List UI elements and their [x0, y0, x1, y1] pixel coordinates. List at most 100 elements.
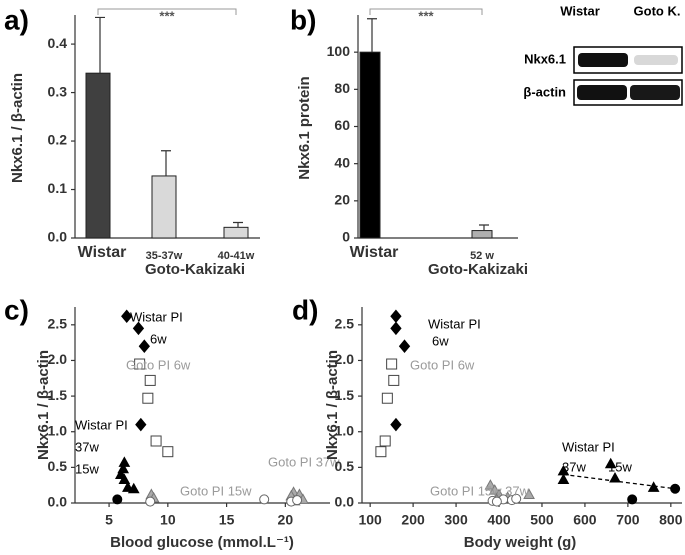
square-marker [386, 358, 398, 370]
circle-marker [145, 496, 156, 507]
y-axis-title: Nkx6.1 / β-actin [324, 350, 341, 460]
x-tick-label: 15 [219, 512, 235, 528]
y-tick-label: 40 [334, 154, 350, 170]
y-tick-label: 0.0 [335, 494, 355, 510]
blot-column-label: Goto K. [634, 3, 681, 18]
triangle-marker [118, 473, 131, 484]
x-tick-label: 35-37w [146, 250, 183, 262]
y-tick-label: 100 [327, 43, 351, 59]
blot-band [630, 85, 680, 100]
x-tick-label: 600 [573, 512, 597, 528]
group-label: Goto-Kakizaki [145, 261, 245, 278]
panel-label: a) [4, 4, 29, 35]
x-tick-label: Wistar [78, 244, 127, 261]
group-label: Goto-Kakizaki [428, 261, 528, 278]
circle-marker [627, 494, 638, 505]
x-tick-label: 700 [616, 512, 640, 528]
bar [471, 230, 493, 239]
circle-marker [491, 496, 502, 507]
significance-bracket [369, 8, 483, 15]
error-bar [233, 221, 243, 228]
x-tick-label: 300 [444, 512, 468, 528]
y-tick-label: 0 [342, 229, 350, 245]
blot-column-label: Wistar [560, 3, 600, 18]
diamond-marker [132, 321, 145, 336]
y-tick-label: 0.2 [48, 132, 68, 148]
annotation: 6w [150, 331, 167, 346]
circle-marker [670, 483, 681, 494]
diamond-marker [390, 417, 402, 432]
blot-band [577, 85, 627, 100]
x-tick-label: 5 [105, 512, 113, 528]
circle-marker [511, 493, 522, 504]
bar [151, 175, 177, 239]
triangle-marker [557, 473, 570, 484]
bar [85, 72, 111, 239]
y-tick-label: 0.0 [48, 229, 68, 245]
annotation: 37w [75, 439, 99, 454]
triangle-marker [484, 479, 497, 490]
annotation: Goto PI 6w [126, 357, 191, 372]
y-tick-label: 0.5 [335, 458, 355, 474]
triangle-marker [127, 482, 140, 494]
annotation: 37w [562, 459, 586, 474]
square-marker [142, 392, 154, 404]
diamond-marker [390, 321, 402, 336]
panel-label: b) [290, 4, 316, 35]
annotation: Goto PI 37w [268, 454, 340, 469]
western-blot: Wistar Goto K. Nkx6.1 β-actin [523, 3, 683, 106]
square-marker [381, 392, 393, 404]
diamond-marker [135, 417, 147, 432]
bar [223, 226, 249, 239]
square-marker [162, 446, 174, 458]
x-tick-label: Wistar [350, 244, 399, 261]
x-axis-title: Blood glucose (mmol.L⁻¹) [110, 534, 294, 551]
y-axis-title: Nkx6.1 / β-actin [35, 350, 52, 460]
y-tick-label: 1.0 [48, 422, 68, 438]
significance-bracket [97, 8, 237, 15]
annotation: Goto PI 15w [180, 483, 252, 498]
x-tick-label: 200 [401, 512, 425, 528]
square-marker [134, 358, 146, 370]
error-bar [479, 224, 489, 231]
x-tick-label: 10 [160, 512, 176, 528]
panel-label: c) [4, 294, 29, 325]
triangle-marker [647, 481, 660, 492]
y-tick-label: 2.5 [335, 316, 355, 332]
y-tick-label: 0.4 [48, 35, 68, 51]
y-tick-label: 2.0 [48, 351, 68, 367]
error-bar [367, 18, 377, 53]
circle-marker [112, 494, 123, 505]
error-bar [95, 16, 105, 74]
x-tick-label: 400 [487, 512, 511, 528]
y-tick-label: 60 [334, 117, 350, 133]
bar [359, 51, 381, 239]
x-tick-label: 20 [278, 512, 294, 528]
x-tick-label: 100 [358, 512, 382, 528]
x-tick-label: 40-41w [218, 250, 255, 262]
annotation: 6w [432, 333, 449, 348]
y-tick-label: 0.5 [48, 458, 68, 474]
square-marker [375, 446, 387, 458]
circle-marker [292, 495, 303, 506]
blot-row-label: Nkx6.1 [524, 51, 566, 66]
significance-label: *** [159, 8, 175, 23]
annotation: 15w [608, 459, 632, 474]
triangle-marker [523, 488, 535, 499]
y-axis-title: Nkx6.1 / β-actin [9, 73, 26, 183]
y-tick-label: 0.1 [48, 180, 68, 196]
square-marker [379, 435, 391, 447]
x-tick-label: 52 w [470, 250, 494, 262]
diamond-marker [138, 339, 150, 353]
annotation: Wistar PI [75, 417, 128, 432]
y-tick-label: 0.3 [48, 83, 68, 99]
x-axis-title: Body weight (g) [464, 534, 577, 551]
y-tick-label: 20 [334, 192, 350, 208]
square-marker [150, 435, 162, 447]
error-bar [161, 150, 171, 176]
y-tick-label: 1.5 [335, 387, 355, 403]
triangle-marker [609, 472, 621, 483]
triangle-marker [604, 457, 617, 469]
annotation: Wistar PI [428, 316, 481, 331]
